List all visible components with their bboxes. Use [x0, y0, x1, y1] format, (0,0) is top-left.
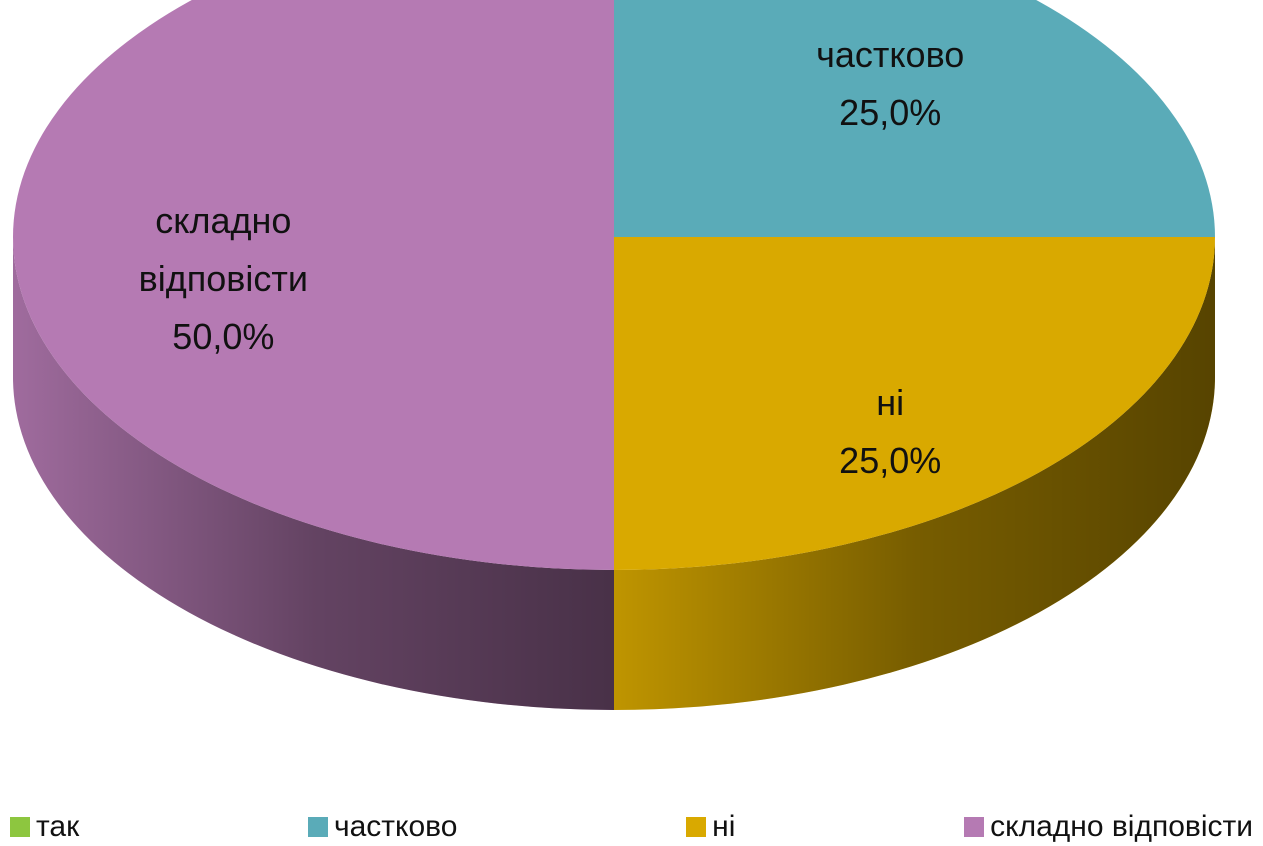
legend-swatch: [307, 817, 328, 837]
data-label-value: 50,0%: [172, 316, 275, 357]
data-label-value: 25,0%: [839, 91, 942, 133]
legend-item: частково: [307, 810, 458, 844]
slice-side-shade: [614, 237, 1215, 710]
legend-label: так: [36, 810, 80, 843]
data-label-value: 25,0%: [839, 440, 942, 482]
legend-label: частково: [333, 810, 458, 843]
legend-swatch: [686, 817, 707, 837]
legend-label: ні: [712, 810, 736, 843]
legend-item: складно відповісти: [964, 810, 1253, 844]
legend-item: ні: [686, 810, 735, 844]
data-label-category: ні: [876, 382, 905, 424]
legend-swatch: [10, 817, 30, 837]
data-label: частково 25,0%: [760, 26, 1020, 142]
slice: [13, 0, 614, 570]
data-label: ні 25,0%: [760, 374, 1020, 490]
data-label-category: частково: [816, 33, 965, 75]
legend-item: так: [10, 810, 79, 844]
data-label-category: складно відповісти: [138, 200, 309, 299]
legend: так частково ні складно відповісти: [10, 810, 1253, 844]
slice: [614, 237, 1215, 570]
slice-side-shade: [13, 237, 614, 710]
legend-swatch: [964, 817, 985, 837]
data-label: складно відповісти 50,0%: [93, 192, 353, 366]
slice: [614, 0, 1215, 237]
legend-label: складно відповісти: [990, 810, 1253, 843]
